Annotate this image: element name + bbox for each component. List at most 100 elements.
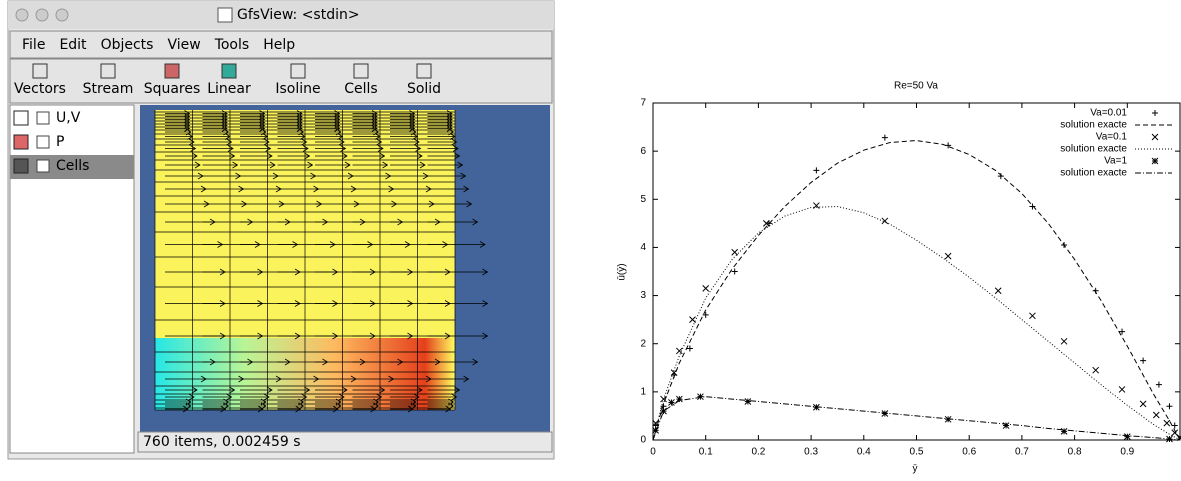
vector-arrow — [427, 185, 470, 193]
vector-arrow — [202, 110, 228, 117]
data-point — [1002, 422, 1010, 429]
legend-label: Va=1 — [1104, 156, 1127, 167]
vector-arrow — [390, 161, 426, 169]
tool-icon — [32, 63, 48, 79]
legend-symbol — [1151, 133, 1159, 141]
vector-arrow — [240, 393, 270, 401]
tool-button[interactable]: Solid — [407, 81, 441, 97]
vector-arrow — [277, 113, 303, 120]
object-name: Cells — [56, 158, 89, 174]
vector-arrow — [390, 110, 416, 117]
vector-arrow — [352, 152, 386, 160]
tool-button[interactable]: Squares — [144, 81, 201, 97]
menu-bar — [9, 30, 553, 59]
vector-arrow — [427, 300, 489, 307]
vector-arrow — [277, 386, 311, 394]
tool-button[interactable]: Cells — [344, 81, 377, 97]
tool-button[interactable]: Vectors — [14, 81, 66, 97]
vector-arrow — [165, 119, 191, 126]
vector-arrow — [240, 133, 269, 140]
vector-arrow — [202, 386, 236, 394]
vector-arrow — [352, 122, 378, 129]
vector-arrow — [165, 116, 191, 123]
menu-item[interactable]: Help — [263, 37, 295, 53]
object-checkbox[interactable] — [36, 159, 50, 173]
data-point — [1166, 403, 1173, 410]
tool-button[interactable]: Isoline — [275, 81, 320, 97]
vector-arrow — [427, 405, 452, 413]
vector-arrow — [165, 133, 194, 140]
vector-arrow — [352, 145, 384, 152]
data-point — [1140, 357, 1147, 364]
vector-arrow — [352, 116, 378, 123]
close-button[interactable] — [15, 8, 29, 22]
x-tick-label: 0 — [650, 447, 656, 458]
vector-arrow — [427, 116, 453, 123]
object-checkbox[interactable] — [36, 111, 50, 125]
data-point — [881, 217, 889, 225]
vector-arrow — [427, 172, 467, 180]
vector-arrow — [240, 145, 272, 152]
menu-item[interactable]: Objects — [101, 37, 154, 53]
vector-arrow — [202, 125, 228, 132]
vector-arrow — [165, 161, 201, 169]
vector-arrow — [240, 152, 273, 160]
vector-arrow — [352, 110, 378, 117]
legend-label: solution exacte — [1060, 144, 1127, 155]
vector-arrow — [277, 116, 303, 123]
vector-arrow — [427, 152, 461, 160]
object-name: U,V — [56, 110, 81, 126]
vector-arrow — [240, 386, 273, 394]
minimize-button[interactable] — [35, 8, 49, 22]
tool-icon — [416, 63, 432, 79]
data-point — [1060, 337, 1068, 345]
menu-item[interactable]: View — [167, 37, 200, 53]
data-point — [994, 287, 1002, 295]
tool-button[interactable]: Stream — [83, 81, 134, 97]
vector-arrow — [315, 386, 348, 394]
vector-arrow — [165, 152, 198, 160]
vector-arrow — [427, 332, 489, 340]
menu-item[interactable]: File — [22, 37, 45, 53]
legend-label: solution exacte — [1060, 168, 1127, 179]
vector-arrow — [390, 119, 416, 126]
object-checkbox[interactable] — [36, 135, 50, 149]
data-point — [1029, 312, 1036, 320]
x-tick-label: 0.5 — [910, 447, 924, 458]
data-point — [689, 316, 696, 323]
y-tick-label: 7 — [640, 98, 646, 109]
vector-arrow — [315, 133, 344, 140]
menu-item[interactable]: Tools — [214, 37, 250, 53]
vector-arrow — [315, 145, 347, 152]
tool-icon — [353, 63, 369, 79]
menu-item[interactable]: Edit — [59, 37, 87, 53]
x-tick-label: 0.2 — [751, 447, 765, 458]
data-point — [1171, 429, 1179, 437]
vector-arrow — [202, 393, 233, 401]
vector-arrow — [390, 122, 416, 129]
data-point — [813, 167, 820, 174]
data-point — [881, 134, 888, 141]
vector-arrow — [390, 113, 416, 120]
legend-symbol — [1152, 110, 1158, 116]
vector-arrow — [202, 145, 234, 152]
data-point — [731, 248, 739, 256]
vector-arrow — [427, 200, 473, 208]
zoom-button[interactable] — [55, 8, 69, 22]
legend-label: Va=0.1 — [1096, 132, 1128, 143]
data-point — [652, 427, 659, 434]
vector-arrow — [277, 393, 308, 401]
data-point — [944, 252, 952, 260]
object-name: P — [56, 134, 64, 150]
data-point — [1118, 386, 1126, 393]
vector-arrow — [277, 138, 308, 146]
vector-arrow — [240, 405, 264, 413]
vector-arrow — [315, 119, 341, 126]
vector-arrow — [315, 393, 345, 401]
vector-arrow — [427, 218, 479, 226]
vector-arrow — [352, 119, 378, 126]
vector-arrow — [427, 268, 489, 276]
legend-label: Va=0.01 — [1090, 108, 1127, 119]
vector-arrow — [165, 138, 195, 146]
tool-button[interactable]: Linear — [207, 81, 251, 97]
